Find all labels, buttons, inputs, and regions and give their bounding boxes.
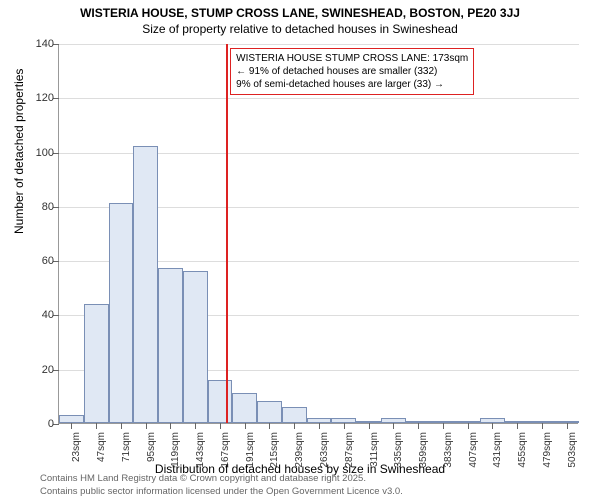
x-tick xyxy=(517,423,518,429)
histogram-bar xyxy=(183,271,208,423)
x-tick xyxy=(96,423,97,429)
x-tick xyxy=(170,423,171,429)
chart-area: 02040608010012014023sqm47sqm71sqm95sqm11… xyxy=(58,44,578,424)
reference-line xyxy=(226,44,228,423)
x-tick xyxy=(418,423,419,429)
histogram-bar xyxy=(84,304,109,423)
histogram-bar xyxy=(133,146,158,423)
y-tick-label: 120 xyxy=(36,92,54,104)
x-tick xyxy=(146,423,147,429)
histogram-bar xyxy=(109,203,134,423)
y-tick-label: 20 xyxy=(42,364,54,376)
x-tick xyxy=(121,423,122,429)
plot-area: 02040608010012014023sqm47sqm71sqm95sqm11… xyxy=(58,44,578,424)
x-tick xyxy=(245,423,246,429)
y-tick-label: 80 xyxy=(42,201,54,213)
y-tick-label: 60 xyxy=(42,255,54,267)
footer-attribution: Contains HM Land Registry data © Crown c… xyxy=(40,473,403,498)
x-tick xyxy=(369,423,370,429)
histogram-bar xyxy=(59,415,84,423)
histogram-bar xyxy=(208,380,233,423)
y-axis-title: Number of detached properties xyxy=(12,69,26,234)
footer-line1: Contains HM Land Registry data © Crown c… xyxy=(40,473,403,485)
y-tick-label: 100 xyxy=(36,147,54,159)
y-tick-label: 40 xyxy=(42,309,54,321)
x-tick xyxy=(443,423,444,429)
chart-container: WISTERIA HOUSE, STUMP CROSS LANE, SWINES… xyxy=(0,0,600,500)
annotation-line: ← 91% of detached houses are smaller (33… xyxy=(236,65,468,78)
footer-line2: Contains public sector information licen… xyxy=(40,486,403,498)
x-tick xyxy=(567,423,568,429)
histogram-bar xyxy=(232,393,257,423)
annotation-line: 9% of semi-detached houses are larger (3… xyxy=(236,78,468,91)
histogram-bar xyxy=(257,401,282,423)
x-tick xyxy=(269,423,270,429)
chart-subtitle: Size of property relative to detached ho… xyxy=(0,20,600,36)
x-tick xyxy=(344,423,345,429)
histogram-bar xyxy=(282,407,307,423)
x-tick xyxy=(195,423,196,429)
x-tick xyxy=(468,423,469,429)
x-tick xyxy=(220,423,221,429)
y-tick-label: 0 xyxy=(48,418,54,430)
y-tick-label: 140 xyxy=(36,38,54,50)
x-tick xyxy=(319,423,320,429)
grid-line xyxy=(59,44,579,45)
histogram-bar xyxy=(158,268,183,423)
x-tick xyxy=(393,423,394,429)
x-tick xyxy=(542,423,543,429)
x-tick xyxy=(294,423,295,429)
annotation-box: WISTERIA HOUSE STUMP CROSS LANE: 173sqm←… xyxy=(230,48,474,95)
x-tick xyxy=(492,423,493,429)
grid-line xyxy=(59,98,579,99)
annotation-line: WISTERIA HOUSE STUMP CROSS LANE: 173sqm xyxy=(236,52,468,65)
chart-title: WISTERIA HOUSE, STUMP CROSS LANE, SWINES… xyxy=(0,0,600,20)
x-tick xyxy=(71,423,72,429)
